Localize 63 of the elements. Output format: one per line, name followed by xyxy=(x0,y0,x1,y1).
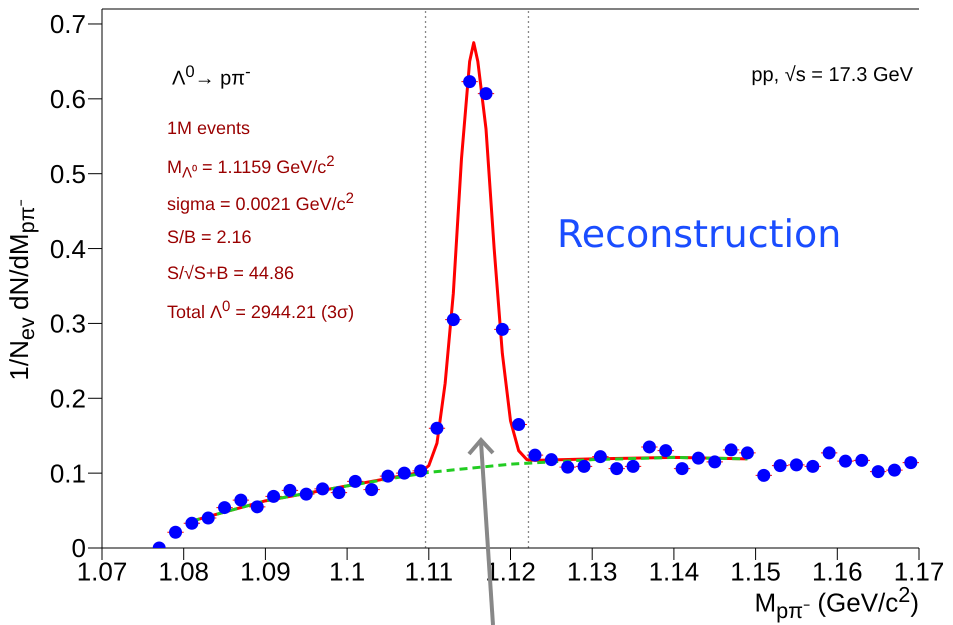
point xyxy=(692,452,705,465)
point xyxy=(724,443,738,456)
x-tick-label: 1.14 xyxy=(648,556,700,586)
point xyxy=(740,446,754,460)
point xyxy=(904,456,918,470)
y-tick-label: 0.6 xyxy=(50,84,86,114)
annotation: S/√S+B = 44.86 xyxy=(167,263,294,284)
point xyxy=(365,483,378,496)
point xyxy=(316,482,330,496)
point xyxy=(267,490,280,503)
point xyxy=(659,444,672,458)
point xyxy=(332,486,346,500)
point xyxy=(202,512,215,525)
point xyxy=(283,484,296,497)
y-tick-label: 0.3 xyxy=(50,308,86,339)
point xyxy=(300,488,313,501)
point xyxy=(479,87,492,100)
point xyxy=(430,422,444,435)
point xyxy=(544,453,558,466)
point xyxy=(757,468,770,482)
point xyxy=(169,526,182,539)
point xyxy=(218,501,232,514)
point xyxy=(250,500,264,514)
point xyxy=(528,448,542,462)
y-tick-label: 0.4 xyxy=(50,234,86,264)
point xyxy=(234,494,248,507)
point xyxy=(348,474,362,488)
point xyxy=(496,322,509,336)
point xyxy=(642,440,656,454)
y-tick-label: 0.5 xyxy=(50,158,86,189)
y-tick-label: 0.2 xyxy=(50,384,86,414)
annotation: 1M events xyxy=(167,118,250,139)
point xyxy=(888,464,901,477)
point xyxy=(708,455,722,468)
annotation: pp, √s = 17.3 GeV xyxy=(751,64,913,87)
x-tick-label: 1.09 xyxy=(240,556,291,586)
point xyxy=(463,75,476,88)
point xyxy=(790,458,803,472)
point xyxy=(512,418,526,431)
y-tick-label: 0.1 xyxy=(50,458,86,488)
annotation: sigma = 0.0021 GeV/c$^{2}$ xyxy=(167,190,354,215)
point xyxy=(838,454,852,468)
annotation: S/B = 2.16 xyxy=(167,227,252,248)
point xyxy=(381,470,394,483)
x-tick-label: 1.08 xyxy=(158,556,210,586)
point xyxy=(822,446,836,460)
point xyxy=(594,450,607,464)
point xyxy=(676,462,689,476)
annotation: Λ$^{0}$→ pπ$^{-}$ xyxy=(172,62,251,91)
point xyxy=(185,516,198,530)
point xyxy=(626,460,640,473)
x-tick-label: 1.13 xyxy=(566,556,618,586)
point xyxy=(446,313,460,326)
point xyxy=(414,464,428,478)
point xyxy=(578,460,591,473)
point xyxy=(872,465,885,478)
x-tick-label: 1.1 xyxy=(329,556,366,586)
annotation: Total Λ$^{0}$ = 2944.21 (3σ) xyxy=(167,298,354,323)
y-tick-label: 0.7 xyxy=(50,9,86,40)
annotation: Reconstruction xyxy=(557,212,842,256)
x-tick-label: 1.11 xyxy=(404,556,454,586)
point xyxy=(774,459,787,472)
annotation: M$_{Λ⁰}$ = 1.1159 GeV/c$^{2}$ xyxy=(167,153,335,182)
